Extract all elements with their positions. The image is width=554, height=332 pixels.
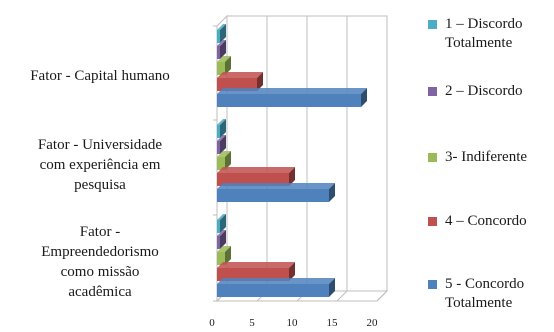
x-tick-label: 15 [327, 317, 339, 329]
bar [217, 135, 226, 154]
bar [217, 167, 295, 186]
floor-grid-line [336, 290, 348, 302]
bar-top [217, 167, 295, 173]
bar-end [220, 24, 226, 43]
bar-end [220, 119, 226, 138]
bar [217, 278, 335, 297]
bar-front [217, 62, 225, 75]
bar-front [217, 46, 220, 59]
bar-front [217, 220, 220, 233]
bar-top [217, 72, 263, 78]
x-tick-label: 5 [249, 317, 255, 329]
floor-grid-line [376, 290, 388, 302]
legend-swatch [428, 217, 437, 226]
bar-top [217, 40, 226, 46]
x-tick-label: 0 [209, 317, 215, 329]
bar-front [217, 252, 225, 265]
legend-label-line: 4 – Concordo [445, 213, 527, 229]
chart-walls [213, 14, 389, 303]
bar-front [217, 284, 329, 297]
bar [217, 88, 367, 107]
bar-top [217, 183, 335, 189]
legend-label-line: 3- Indiferente [445, 149, 528, 165]
category-label-line: acadêmica [68, 284, 132, 300]
category-label: Fator - Universidade com experiência em pe… [0, 135, 200, 195]
bar-top [217, 56, 231, 62]
bar-front [217, 189, 329, 202]
bar-front [217, 157, 225, 170]
legend-swatch [428, 153, 437, 162]
bar-top [217, 135, 226, 141]
bar-end [225, 56, 231, 75]
bar [217, 246, 231, 265]
bar-top [217, 246, 231, 252]
bar-front [217, 141, 220, 154]
category-label-line: Fator - Capital humano [30, 68, 170, 84]
legend-label-line: 2 – Discordo [445, 83, 523, 99]
bar-top [217, 151, 231, 157]
bar-top [217, 278, 335, 284]
bar-front [217, 236, 220, 249]
category-label-line: como missão [60, 264, 140, 280]
x-tick-label: 20 [367, 317, 379, 329]
category-label-line: Fator - [79, 224, 121, 240]
bar-end [220, 214, 226, 233]
legend-label: 3- Indiferente [445, 148, 554, 167]
legend-swatch [428, 20, 437, 29]
bar-front [217, 173, 289, 186]
bar-end [225, 246, 231, 265]
bar-front [217, 94, 361, 107]
bar-end [257, 72, 263, 91]
legend-label-line: 1 – Discordo [445, 16, 523, 32]
legend-label: 5 - Concordo Totalmente [445, 275, 554, 313]
bar-top [217, 230, 226, 236]
category-label: Fator - Capital humano [0, 66, 200, 86]
legend-swatch [428, 280, 437, 289]
category-label: Fator - Empreendedorismo como missão acadêm… [0, 222, 200, 302]
bar [217, 24, 226, 43]
category-label-line: com experiência em [39, 157, 161, 173]
legend-swatch [428, 87, 437, 96]
legend-label: 2 – Discordo [445, 82, 554, 101]
bar-end [220, 40, 226, 59]
bar [217, 151, 231, 170]
bar-end [225, 151, 231, 170]
bar [217, 72, 263, 91]
bar-front [217, 78, 257, 91]
x-tick-label: 10 [287, 317, 299, 329]
legend-label-line: Totalmente [445, 295, 513, 311]
bar [217, 262, 295, 281]
bar-top [217, 214, 226, 220]
bar-top [217, 262, 295, 268]
bar [217, 56, 231, 75]
legend-label: 4 – Concordo [445, 212, 554, 231]
bar-top [217, 119, 226, 125]
bar-end [329, 278, 335, 297]
legend-label-line: 5 - Concordo [445, 276, 525, 292]
bar-end [329, 183, 335, 202]
bar [217, 214, 226, 233]
bar [217, 119, 226, 138]
bar-end [361, 88, 367, 107]
bar-top [217, 24, 226, 30]
category-label-line: pesquisa [74, 177, 126, 193]
x-axis-ticks: 0 5 10 15 20 [209, 317, 378, 329]
legend-label-line: Totalmente [445, 35, 513, 51]
bar-end [220, 135, 226, 154]
bar [217, 40, 226, 59]
category-label-line: Empreendedorismo [41, 244, 159, 260]
bar-end [289, 262, 295, 281]
category-label-line: Fator - Universidade [37, 137, 163, 153]
chart-bars [217, 24, 367, 297]
bar [217, 183, 335, 202]
bar-end [289, 167, 295, 186]
bar [217, 230, 226, 249]
bar-front [217, 30, 220, 43]
bar-front [217, 268, 289, 281]
bar-top [217, 88, 367, 94]
legend-label: 1 – Discordo Totalmente [445, 15, 554, 53]
bar-front [217, 125, 220, 138]
bar-end [220, 230, 226, 249]
